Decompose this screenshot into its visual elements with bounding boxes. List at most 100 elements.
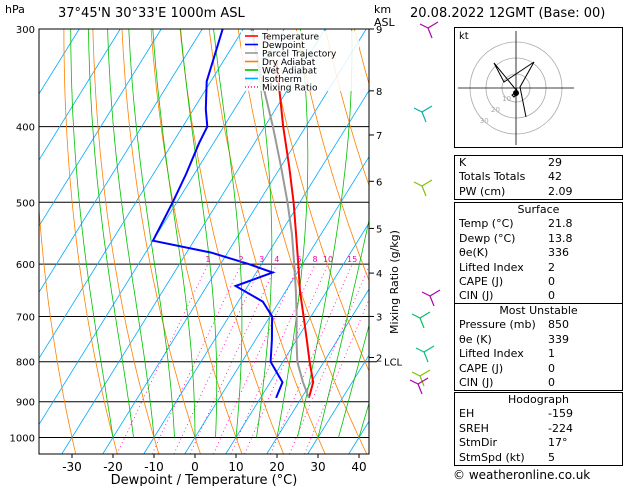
mixing-ratio-label: 1	[205, 255, 210, 264]
legend-label: Temperature	[261, 33, 319, 43]
legend-label: Dewpoint	[262, 41, 305, 51]
series-temperature	[275, 61, 315, 399]
isotherm-line	[143, 89, 369, 454]
row-value: 29	[548, 156, 562, 169]
row-label: θe (K)	[459, 332, 492, 346]
mixing-ratio-line	[151, 264, 242, 454]
table-row: CIN (J) 0	[455, 376, 622, 390]
dry-adiabat-line	[325, 29, 369, 187]
dry-adiabat-line	[92, 29, 160, 454]
km-tick-label: 3	[376, 312, 382, 323]
table-row: Lifted Index 1	[455, 347, 622, 361]
most-unstable-title: Most Unstable	[499, 304, 578, 317]
row-label: Temp (°C)	[459, 217, 514, 231]
mixing-ratio-label: 8	[313, 255, 318, 264]
table-row: Pressure (mb) 850	[455, 318, 622, 332]
km-label: km	[374, 3, 392, 16]
table-row: K 29	[455, 156, 622, 170]
x-tick-label: 30	[310, 460, 325, 474]
row-value: 850	[548, 318, 569, 332]
hpa-label: hPa	[5, 3, 25, 16]
km-tick-label: 5	[376, 224, 382, 235]
row-label: Dewp (°C)	[459, 231, 516, 245]
pressure-tick-label: 1000	[10, 433, 35, 444]
hodograph-frame	[454, 27, 623, 148]
x-tick-label: 40	[351, 460, 366, 474]
wind-barb-icon	[421, 289, 441, 307]
km-tick-label: 8	[376, 87, 382, 98]
x-tick-label: -20	[103, 460, 123, 474]
table-row: Totals Totals 42	[455, 170, 622, 184]
row-label: Pressure (mb)	[459, 318, 536, 332]
table-row: EH -159	[455, 407, 622, 421]
mixing-ratio-line	[116, 264, 209, 454]
km-tick-label: 6	[376, 177, 382, 188]
mixing-ratio-line	[304, 298, 369, 454]
dry-adiabat-line	[39, 203, 77, 454]
lcl-label: LCL	[384, 358, 403, 369]
row-value: -224	[548, 421, 573, 435]
dry-adiabat-line	[237, 29, 368, 454]
row-label: SREH	[459, 421, 489, 435]
isotherm-line	[266, 288, 369, 454]
wet-adiabat-line	[107, 29, 155, 438]
mixing-ratio-line	[213, 264, 300, 454]
legend-label: Mixing Ratio	[262, 84, 318, 94]
row-label: StmSpd (kt)	[459, 450, 525, 464]
row-label: K	[459, 156, 467, 169]
table-row: Temp (°C) 21.8	[455, 217, 622, 231]
hodograph-params-title: Hodograph	[508, 393, 569, 406]
pressure-tick-label: 400	[16, 123, 35, 134]
series-dewpoint	[151, 29, 284, 399]
mixing-ratio-label: 6	[296, 255, 301, 264]
x-tick-label: 10	[228, 460, 243, 474]
row-value: -159	[548, 407, 573, 421]
dry-adiabat-line	[266, 29, 369, 373]
table-row: θe(K) 336	[455, 246, 622, 260]
row-value: 21.8	[548, 217, 573, 231]
table-row: StmDir 17°	[455, 436, 622, 450]
hodograph-params-table: Hodograph EH -159 SREH -224 StmDir 17° StmSpd …	[454, 392, 623, 466]
row-label: θe(K)	[459, 246, 489, 260]
mixing-ratio-line	[289, 265, 369, 454]
row-label: CIN (J)	[459, 289, 494, 303]
plot-frame	[38, 28, 370, 455]
dry-adiabat-line	[3, 29, 34, 454]
surface-table: Surface Temp (°C) 21.8 Dewp (°C) 13.8 θe(K) 3…	[454, 202, 623, 305]
wind-barb-icon	[411, 311, 431, 329]
row-value: 0	[548, 375, 555, 389]
hodograph-ring-label: 10	[502, 95, 511, 103]
table-row: StmSpd (kt) 5	[455, 451, 622, 465]
table-row: Lifted Index 2	[455, 261, 622, 275]
wet-adiabat-line	[297, 29, 353, 438]
legend-label: Wet Adiabat	[262, 67, 317, 77]
row-value: 339	[548, 332, 569, 346]
mixing-ratio-label: 4	[274, 255, 279, 264]
row-label: Totals Totals	[459, 170, 526, 184]
wind-barb-icon	[409, 377, 429, 395]
table-row: Dewp (°C) 13.8	[455, 232, 622, 246]
wet-adiabat-line	[338, 323, 369, 438]
wet-adiabat-line	[152, 29, 196, 438]
km-tick-label: 4	[376, 269, 382, 280]
x-tick-label: -10	[144, 460, 164, 474]
row-label: StmDir	[459, 436, 498, 450]
table-row: CAPE (J) 0	[455, 362, 622, 376]
row-value: 17°	[548, 436, 568, 450]
dry-adiabat-line	[295, 29, 369, 282]
pressure-tick-label: 900	[16, 398, 35, 409]
storm-motion-marker	[513, 90, 519, 96]
pressure-tick-label: 600	[16, 260, 35, 271]
datetime-title: 20.08.2022 12GMT (Base: 00)	[410, 6, 606, 21]
mixing-ratio-label: 15	[347, 255, 357, 264]
mixing-ratio-line	[189, 264, 278, 454]
surface-title: Surface	[517, 203, 560, 216]
isotherm-line	[0, 29, 38, 454]
table-row: SREH -224	[455, 422, 622, 436]
dry-adiabat-line	[150, 29, 243, 454]
mixing-ratio-axis-label: Mixing Ratio (g/kg)	[388, 230, 401, 334]
table-row: CAPE (J) 0	[455, 275, 622, 289]
isotherm-line	[39, 29, 203, 294]
